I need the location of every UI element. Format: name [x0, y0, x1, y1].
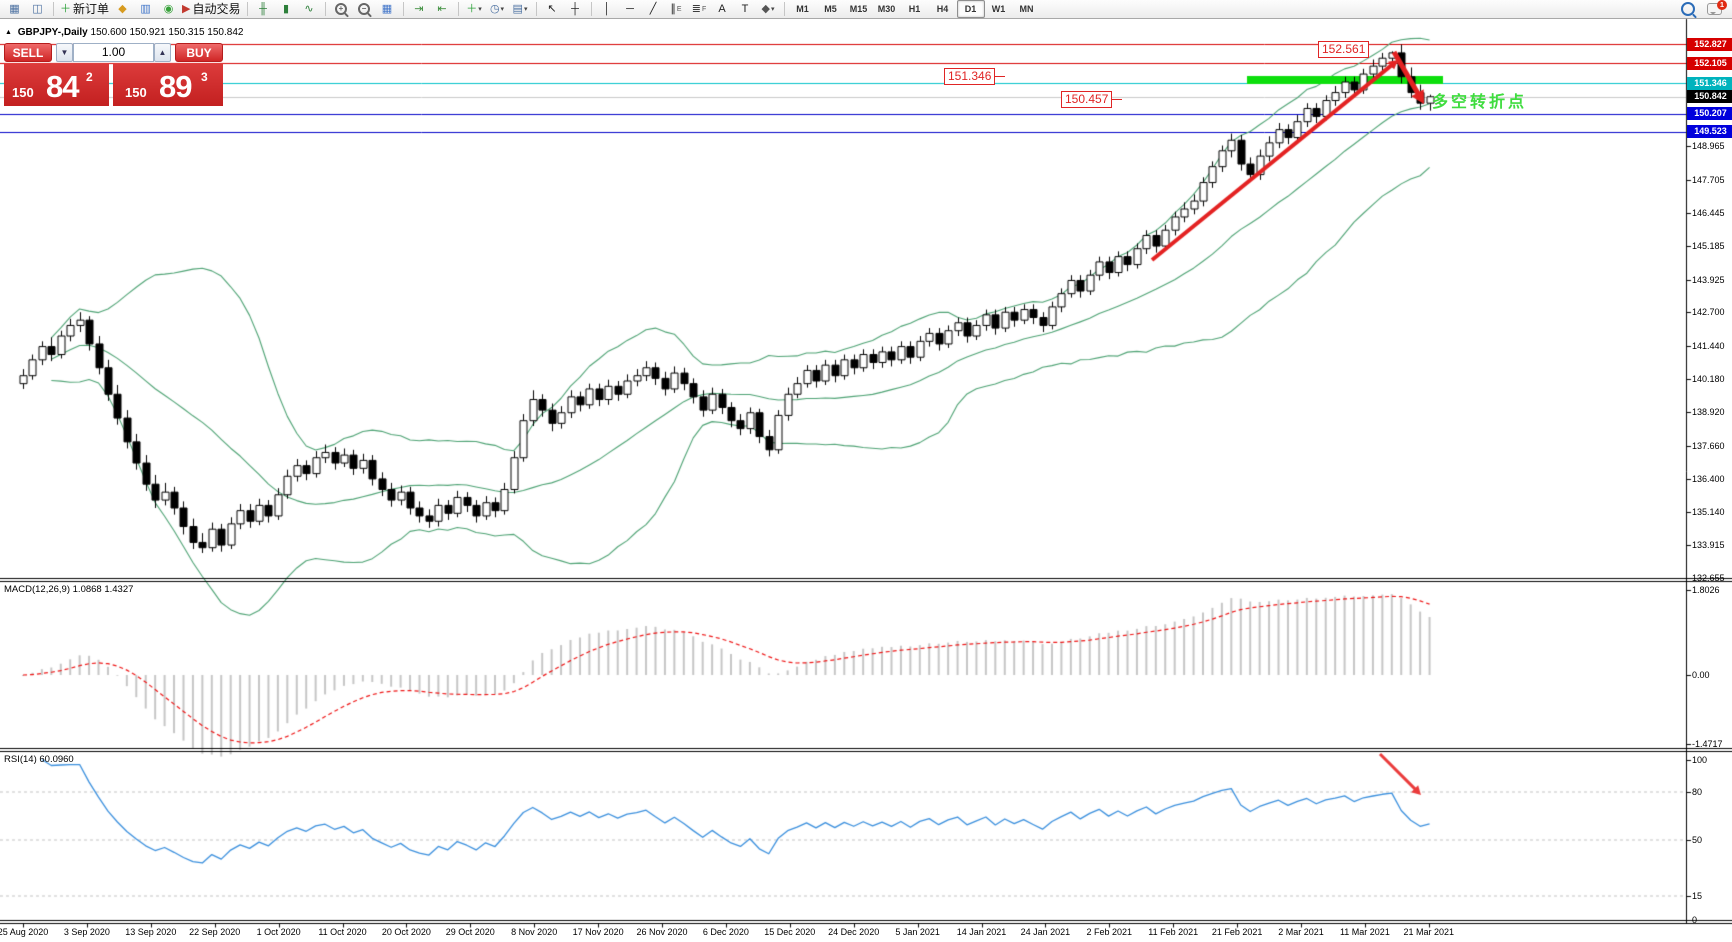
price-line-badge[interactable]: 152.827	[1687, 37, 1732, 51]
date-tick-label: 24 Jan 2021	[1020, 927, 1071, 937]
rsi-tick-label: 50	[1692, 834, 1703, 845]
price-tick-label: 132.655	[1692, 573, 1725, 583]
date-tick-label: 11 Feb 2021	[1148, 927, 1199, 937]
buy-price-pip: 3	[201, 70, 208, 84]
volume-increase-button[interactable]: ▲	[154, 43, 171, 62]
date-tick-label: 6 Dec 2020	[702, 927, 749, 937]
price-callout-box[interactable]: 151.346	[944, 68, 1006, 85]
macd-tick-label: 1.8026	[1692, 585, 1720, 596]
date-tick-label: 22 Sep 2020	[189, 927, 241, 937]
price-tick-label: 148.965	[1692, 141, 1725, 152]
price-tick-label: 135.140	[1692, 507, 1725, 518]
callout-tail	[1111, 99, 1123, 100]
date-tick-label: 2 Feb 2021	[1086, 927, 1133, 937]
symbol-period-label: GBPJPY-,Daily	[17, 27, 88, 38]
sell-price-pip: 2	[86, 70, 93, 84]
price-tick-label: 140.180	[1692, 373, 1725, 384]
order-controls-row: SELL ▼ 1.00 ▲ BUY	[3, 43, 223, 63]
sell-price-prefix: 150	[12, 85, 34, 100]
date-tick-label: 3 Sep 2020	[63, 927, 110, 937]
price-line-badge[interactable]: 150.842	[1687, 90, 1732, 104]
price-tick-label: 141.440	[1692, 340, 1725, 351]
date-tick-label: 26 Nov 2020	[636, 927, 688, 937]
buy-price-prefix: 150	[125, 85, 147, 100]
price-tick-label: 142.700	[1692, 307, 1725, 318]
rsi-tick-label: 15	[1692, 890, 1703, 901]
volume-input[interactable]: 1.00	[73, 43, 154, 62]
price-callout-box[interactable]: 152.561	[1318, 41, 1370, 58]
rsi-indicator-label: RSI(14) 60.0960	[4, 754, 74, 765]
rsi-tick-label: 80	[1692, 786, 1703, 797]
date-tick-label: 14 Jan 2021	[956, 927, 1007, 937]
macd-tick-label: -1.4717	[1692, 739, 1723, 750]
price-line-badge[interactable]: 151.346	[1687, 76, 1732, 90]
date-tick-label: 11 Oct 2020	[318, 927, 367, 937]
date-tick-label: 20 Oct 2020	[381, 927, 431, 937]
date-tick-label: 5 Jan 2021	[895, 927, 940, 937]
buy-price-big: 89	[159, 69, 192, 104]
price-tick-label: 136.400	[1692, 473, 1725, 484]
date-tick-label: 17 Nov 2020	[572, 927, 624, 937]
date-tick-label: 1 Oct 2020	[256, 927, 301, 937]
sell-price-big: 84	[46, 69, 79, 104]
volume-decrease-button[interactable]: ▼	[56, 43, 73, 62]
price-callout-box[interactable]: 150.457	[1061, 91, 1123, 108]
price-tick-label: 133.915	[1692, 539, 1725, 550]
sell-price-button[interactable]: 150 84 2	[4, 64, 109, 106]
price-tick-label: 138.920	[1692, 407, 1725, 418]
price-tick-label: 145.185	[1692, 241, 1725, 252]
price-tick-label: 137.660	[1692, 440, 1725, 451]
price-tick-label: 143.925	[1692, 274, 1725, 285]
collapse-icon[interactable]: ▲	[5, 29, 12, 36]
date-tick-label: 8 Nov 2020	[511, 927, 558, 937]
rsi-tick-label: 100	[1692, 754, 1708, 765]
date-tick-label: 13 Sep 2020	[125, 927, 177, 937]
macd-tick-label: 0.00	[1692, 670, 1710, 680]
price-tick-label: 147.705	[1692, 174, 1725, 185]
price-line-badge[interactable]: 152.105	[1687, 56, 1732, 70]
date-tick-label: 21 Feb 2021	[1211, 927, 1263, 937]
price-tick-label: 146.445	[1692, 208, 1725, 219]
date-tick-label: 2 Mar 2021	[1278, 927, 1324, 937]
date-tick-label: 21 Mar 2021	[1403, 927, 1455, 937]
macd-indicator-label: MACD(12,26,9) 1.0868 1.4327	[4, 584, 134, 595]
sell-button[interactable]: SELL	[4, 43, 52, 62]
date-tick-label: 11 Mar 2021	[1339, 927, 1390, 937]
date-tick-label: 24 Dec 2020	[828, 927, 880, 937]
buy-button[interactable]: BUY	[175, 43, 223, 62]
one-click-trading-panel: SELL ▼ 1.00 ▲ BUY 150 84 2 150 89 3	[3, 43, 223, 106]
date-tick-label: 15 Dec 2020	[764, 927, 816, 937]
chart-title: ▲ GBPJPY-,Daily 150.600 150.921 150.315 …	[5, 27, 243, 38]
buy-price-button[interactable]: 150 89 3	[113, 64, 223, 106]
turning-point-annotation: 多空转折点	[1432, 94, 1528, 111]
ohlc-values: 150.600 150.921 150.315 150.842	[90, 27, 244, 38]
date-tick-label: 25 Aug 2020	[0, 927, 49, 937]
price-line-badge[interactable]: 150.207	[1687, 107, 1732, 121]
price-line-badge[interactable]: 149.523	[1687, 125, 1732, 139]
callout-tail	[994, 76, 1006, 77]
rsi-tick-label: 0	[1692, 914, 1698, 925]
date-tick-label: 29 Oct 2020	[445, 927, 495, 937]
